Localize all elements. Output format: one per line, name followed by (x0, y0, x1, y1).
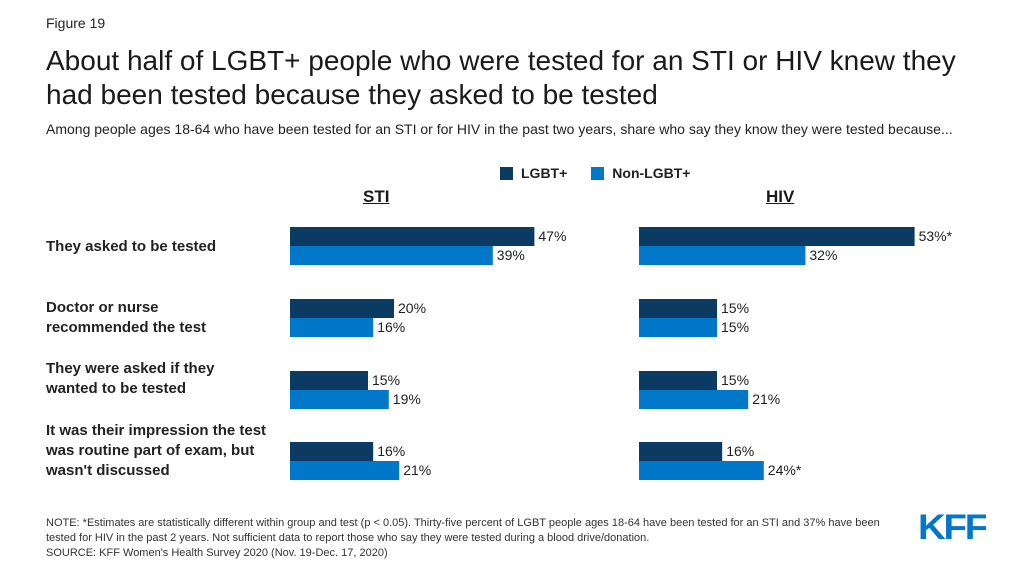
category-label: Doctor or nurse recommended the test (46, 299, 207, 336)
bar-sti-lgbt (290, 299, 394, 318)
bar-hiv-non-lgbt (639, 246, 806, 265)
bar-sti-non-lgbt (290, 246, 493, 265)
data-label-hiv-non-lgbt: 32% (809, 247, 837, 263)
svg-text:KFF: KFF (918, 509, 986, 543)
bar-sti-non-lgbt (290, 461, 400, 480)
chart-title: About half of LGBT+ people who were test… (46, 45, 956, 110)
data-label-hiv-non-lgbt: 24%* (768, 462, 802, 478)
figure-label: Figure 19 (46, 15, 106, 31)
bar-hiv-lgbt (639, 371, 717, 390)
data-label-hiv-non-lgbt: 15% (721, 319, 749, 335)
source-text: SOURCE: KFF Women's Health Survey 2020 (… (46, 547, 388, 559)
data-label-hiv-lgbt: 15% (721, 372, 749, 388)
category-label: They asked to be tested (46, 238, 217, 255)
footnotes: NOTE: *Estimates are statistically diffe… (46, 516, 896, 561)
legend: LGBT+ Non-LGBT+ (500, 165, 690, 181)
chart-subtitle: Among people ages 18-64 who have been te… (46, 121, 953, 137)
data-label-sti-non-lgbt: 16% (377, 319, 405, 335)
bar-hiv-non-lgbt (639, 461, 764, 480)
bar-sti-lgbt (290, 442, 374, 461)
kff-logo: KFF (918, 509, 986, 543)
data-label-hiv-lgbt: 16% (726, 443, 754, 459)
panel-title-hiv: HIV (766, 187, 795, 206)
bar-hiv-lgbt (639, 442, 723, 461)
legend-item-non-lgbt: Non-LGBT+ (591, 165, 690, 181)
bar-hiv-non-lgbt (639, 390, 749, 409)
bar-hiv-lgbt (639, 227, 915, 246)
legend-swatch-lgbt (500, 166, 513, 180)
data-label-hiv-lgbt: 15% (721, 300, 749, 316)
data-label-sti-lgbt: 47% (538, 228, 566, 244)
bar-sti-lgbt (290, 371, 368, 390)
legend-label-lgbt: LGBT+ (521, 165, 568, 181)
data-label-hiv-lgbt: 53%* (919, 228, 953, 244)
category-label: They were asked if they wanted to be tes… (46, 360, 215, 397)
legend-label-non-lgbt: Non-LGBT+ (612, 165, 691, 181)
data-label-sti-non-lgbt: 39% (497, 247, 525, 263)
data-label-sti-lgbt: 15% (372, 372, 400, 388)
legend-swatch-non-lgbt (591, 166, 605, 180)
category-label: It was their impression the test was rou… (46, 422, 267, 479)
data-label-hiv-non-lgbt: 21% (752, 391, 780, 407)
panel-title-sti: STI (363, 187, 390, 206)
bar-hiv-lgbt (639, 299, 717, 318)
data-label-sti-non-lgbt: 21% (403, 462, 431, 478)
bar-sti-lgbt (290, 227, 535, 246)
legend-item-lgbt: LGBT+ (500, 165, 567, 181)
bar-hiv-non-lgbt (639, 318, 717, 337)
note-text: NOTE: *Estimates are statistically diffe… (46, 517, 880, 544)
data-label-sti-lgbt: 16% (377, 443, 405, 459)
data-label-sti-non-lgbt: 19% (393, 391, 421, 407)
bar-sti-non-lgbt (290, 318, 374, 337)
data-label-sti-lgbt: 20% (398, 300, 426, 316)
bar-sti-non-lgbt (290, 390, 389, 409)
